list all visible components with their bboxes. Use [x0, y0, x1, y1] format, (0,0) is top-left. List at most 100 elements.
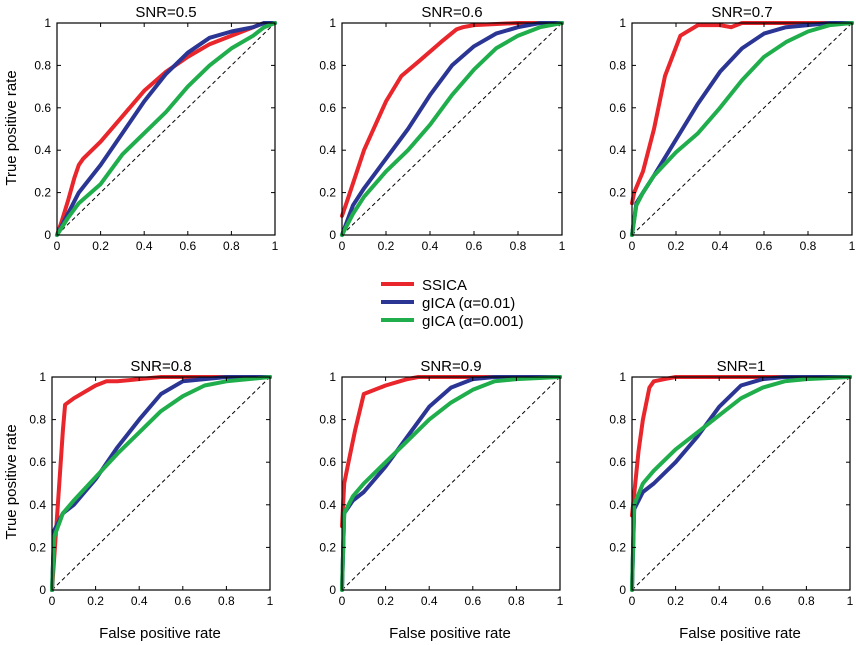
x-tick-label: 1	[272, 239, 279, 253]
x-tick-label: 0.6	[464, 594, 481, 608]
y-tick-label: 0	[619, 228, 626, 242]
y-tick-label: 0.4	[34, 143, 51, 157]
y-tick-label: 1	[44, 16, 51, 30]
x-tick-label: 0.2	[92, 239, 109, 253]
roc-panels: SNR=0.5 0 0.2 0.4 0.6 0.8 1 0 0.2 0.4 0.6 0.8 1 SNR=0…	[29, 4, 855, 608]
y-tick-label: 0.2	[34, 186, 51, 200]
y-tick-label: 0.4	[29, 498, 46, 512]
y-tick-label: 0.2	[319, 540, 336, 554]
series-line-ssica	[340, 21, 564, 218]
x-tick-label: 1	[557, 594, 564, 608]
x-tick-label: 0.4	[131, 594, 148, 608]
y-tick-label: 0.2	[29, 540, 46, 554]
y-tick-label: 1	[619, 16, 626, 30]
x-tick-label: 0	[49, 594, 56, 608]
series-line-gica-0001	[630, 21, 854, 237]
x-tick-label: 0.8	[508, 594, 525, 608]
series-line-ssica	[55, 21, 277, 237]
y-tick-label: 0.6	[319, 101, 336, 115]
y-tick-label: 0	[329, 228, 336, 242]
x-tick-label: 0.8	[510, 239, 527, 253]
axes-frame	[631, 22, 853, 236]
x-tick-label: 0	[629, 594, 636, 608]
x-tick-label: 0.2	[378, 239, 395, 253]
y-tick-label: 0.6	[609, 455, 626, 469]
x-tick-label: 0.8	[798, 594, 815, 608]
x-tick-label: 0	[339, 594, 346, 608]
panel-title: SNR=0.6	[421, 4, 482, 21]
y-tick-label: 0	[329, 583, 336, 597]
x-axis-label-col1: False positive rate	[99, 625, 221, 642]
panel-title: SNR=0.8	[130, 358, 191, 375]
y-tick-label: 0.2	[319, 186, 336, 200]
legend-label-gica-001: gICA (α=0.01)	[422, 295, 515, 312]
chance-line	[631, 376, 851, 591]
legend-label-ssica: SSICA	[422, 277, 467, 294]
x-tick-label: 0.6	[466, 239, 483, 253]
x-tick-label: 0.4	[421, 594, 438, 608]
y-tick-label: 0.8	[609, 58, 626, 72]
x-tick-label: 1	[847, 594, 854, 608]
y-tick-label: 0	[44, 228, 51, 242]
x-tick-label: 0.8	[800, 239, 817, 253]
y-tick-label: 0.6	[609, 101, 626, 115]
panel-title: SNR=0.7	[711, 4, 772, 21]
x-tick-label: 0	[54, 239, 61, 253]
x-tick-label: 1	[849, 239, 856, 253]
x-tick-label: 0.4	[422, 239, 439, 253]
x-tick-label: 0.4	[711, 594, 728, 608]
roc-panel-5: SNR=0.9 0 0.2 0.4 0.6 0.8 1 0 0.2 0.4 0.6 0.8 1	[319, 358, 563, 608]
panel-title: SNR=0.5	[135, 4, 196, 21]
axes-frame	[51, 376, 271, 591]
x-tick-label: 0.6	[754, 594, 771, 608]
x-tick-label: 1	[559, 239, 566, 253]
x-tick-label: 0.8	[223, 239, 240, 253]
y-tick-label: 0.2	[609, 186, 626, 200]
legend: SSICA gICA (α=0.01) gICA (α=0.001)	[381, 277, 524, 330]
roc-panel-6: SNR=1 0 0.2 0.4 0.6 0.8 1 0 0.2 0.4 0.6 0.8 1	[609, 358, 853, 608]
chance-line	[631, 22, 853, 236]
y-tick-label: 0.6	[34, 101, 51, 115]
legend-label-gica-0001: gICA (α=0.001)	[422, 313, 524, 330]
y-tick-label: 0	[619, 583, 626, 597]
y-tick-label: 0.6	[319, 455, 336, 469]
chance-line	[56, 22, 276, 236]
panel-title: SNR=1	[717, 358, 766, 375]
x-tick-label: 0.2	[668, 239, 685, 253]
chance-line	[341, 376, 561, 591]
y-tick-label: 1	[619, 370, 626, 384]
y-tick-label: 0.8	[34, 58, 51, 72]
y-tick-label: 0.8	[319, 413, 336, 427]
y-tick-label: 1	[329, 370, 336, 384]
x-tick-label: 0	[629, 239, 636, 253]
x-tick-label: 0.2	[377, 594, 394, 608]
roc-panel-4: SNR=0.8 0 0.2 0.4 0.6 0.8 1 0 0.2 0.4 0.6 0.8 1	[29, 358, 273, 608]
y-tick-label: 0.4	[609, 143, 626, 157]
series-line-gica-0001	[340, 21, 564, 237]
series-line-gica-0001	[340, 375, 562, 592]
axes-frame	[56, 22, 276, 236]
panel-title: SNR=0.9	[420, 358, 481, 375]
series-line-ssica	[340, 375, 562, 529]
x-tick-label: 1	[267, 594, 274, 608]
series-line-gica-001	[630, 375, 852, 592]
y-tick-label: 0	[39, 583, 46, 597]
series-line-gica-001	[340, 21, 564, 237]
series-line-gica-0001	[50, 375, 272, 592]
x-axis-label-col3: False positive rate	[679, 625, 801, 642]
series-line-gica-001	[55, 21, 277, 237]
y-tick-label: 1	[39, 370, 46, 384]
series-line-gica-0001	[630, 375, 852, 592]
axes-frame	[631, 376, 851, 591]
x-axis-label-col2: False positive rate	[389, 625, 511, 642]
chance-line	[51, 376, 271, 591]
x-tick-label: 0.4	[712, 239, 729, 253]
x-tick-label: 0.2	[667, 594, 684, 608]
x-tick-label: 0	[339, 239, 346, 253]
x-tick-label: 0.2	[87, 594, 104, 608]
series-line-gica-0001	[55, 21, 277, 237]
y-axis-label-top: True positive rate	[3, 70, 20, 185]
y-tick-label: 0.8	[29, 413, 46, 427]
y-tick-label: 0.4	[609, 498, 626, 512]
